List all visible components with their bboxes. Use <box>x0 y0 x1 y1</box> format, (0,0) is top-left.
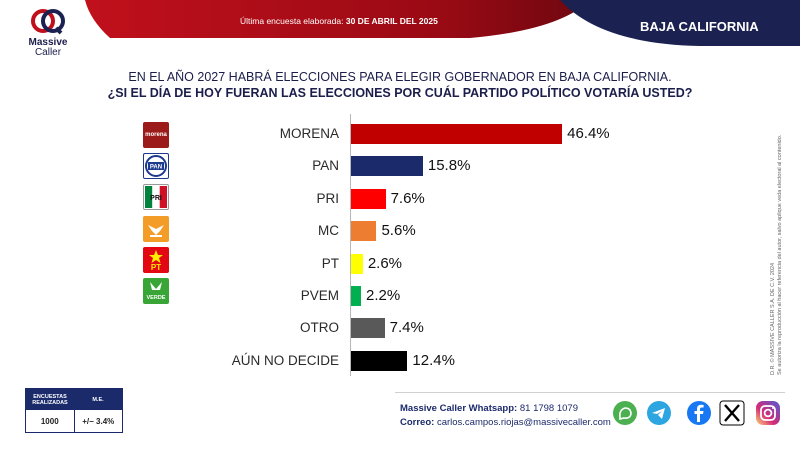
whatsapp-label: Massive Caller Whatsapp: <box>400 403 518 414</box>
bar-otro <box>351 318 385 339</box>
category-label-pri: PRI <box>316 190 339 206</box>
copyright-text: D.R. © MASSIVE CALLER S.A. DE C.V. 2024 … <box>770 95 784 375</box>
pan-logo: PAN <box>143 153 169 179</box>
footer-divider <box>395 392 785 393</box>
category-label-mc: MC <box>318 223 339 239</box>
instagram-icon[interactable] <box>754 399 782 427</box>
logo-sub-text: Caller <box>34 47 62 58</box>
value-label-pan: 15.8% <box>427 157 471 175</box>
region-title: BAJA CALIFORNIA <box>640 19 759 34</box>
bar-pt <box>351 253 363 274</box>
logo-brand-text: Massive <box>28 37 68 48</box>
pt-logo-text: PT <box>151 263 161 272</box>
category-label-pvem: PVEM <box>300 288 339 303</box>
bar-pvem <box>351 286 361 306</box>
sample-info-table: ENCUESTAS REALIZADAS M.E. 1000 +/− 3.4% <box>25 388 123 433</box>
whatsapp-icon[interactable] <box>611 399 639 427</box>
value-label-morena: 46.4% <box>567 125 610 142</box>
value-label-otro: 7.4% <box>389 319 424 337</box>
value-label-pvem: 2.2% <box>366 287 401 304</box>
chart-axis-line <box>350 114 351 376</box>
email-address[interactable]: carlos.campos.riojas@massivecaller.com <box>436 417 611 428</box>
margin-error-value: +/− 3.4% <box>82 416 115 426</box>
telegram-icon[interactable] <box>645 399 673 427</box>
value-label-a-n-no-decide: 12.4% <box>412 351 455 369</box>
value-label-mc: 5.6% <box>381 222 416 240</box>
header-band <box>85 0 800 46</box>
question-line-1: EN EL AÑO 2027 HABRÁ ELECCIONES PARA ELE… <box>128 70 672 84</box>
logo-mark-icon <box>31 9 65 35</box>
category-label-morena: MORENA <box>279 126 339 141</box>
bar-mc <box>351 221 377 242</box>
category-label-pt: PT <box>321 255 339 271</box>
massive-caller-logo: Massive Caller <box>18 6 78 62</box>
survey-date-value: 30 DE ABRIL DEL 2025 <box>345 16 438 26</box>
pan-logo-text: PAN <box>150 165 162 171</box>
copyright-note: D.R. © MASSIVE CALLER S.A. DE C.V. 2024 … <box>770 95 784 375</box>
pri-emblem-icon: PRI <box>145 186 167 208</box>
value-label-pt: 2.6% <box>367 254 403 272</box>
pt-emblem-icon: PT <box>149 250 163 272</box>
bar-pan <box>351 156 423 177</box>
pri-logo-text: PRI <box>150 195 162 202</box>
category-label-a-n-no-decide: AÚN NO DECIDE <box>231 352 339 368</box>
category-label-pan: PAN <box>312 158 339 174</box>
morena-logo: morena <box>143 122 169 148</box>
facebook-icon[interactable] <box>685 399 713 427</box>
bar-chart: morena PAN PRI PT VERDE MORENA <box>0 110 760 380</box>
category-label-otro: OTRO <box>300 320 339 336</box>
pri-logo: PRI <box>143 184 169 210</box>
value-label-pri: 7.6% <box>390 189 425 207</box>
margin-error-header: M.E. <box>92 396 104 403</box>
x-icon[interactable] <box>718 399 746 427</box>
pvem-emblem-icon: VERDE <box>147 282 166 301</box>
copyright-line-2: Se autoriza la reproducción al hacer ref… <box>777 134 783 375</box>
whatsapp-number[interactable]: 81 1798 1079 <box>519 403 578 414</box>
surveys-value: 1000 <box>26 410 75 432</box>
pan-emblem-icon: PAN <box>145 155 167 177</box>
mc-eagle-icon <box>148 225 164 237</box>
pt-logo: PT <box>143 247 169 273</box>
morena-logo-text: morena <box>145 132 167 138</box>
bar-a-n-no-decide <box>351 350 408 371</box>
question-line-2: ¿SI EL DÍA DE HOY FUERAN LAS ELECCIONES … <box>107 86 693 100</box>
copyright-line-1: D.R. © MASSIVE CALLER S.A. DE C.V. 2024 <box>770 262 776 375</box>
email-label: Correo: <box>400 417 435 428</box>
surveys-header: ENCUESTAS REALIZADAS <box>32 393 68 406</box>
bar-pri <box>351 188 386 209</box>
survey-date-prefix: Última encuesta elaborada: <box>240 16 344 26</box>
bar-morena <box>351 124 563 144</box>
pvem-logo-text: VERDE <box>147 295 166 301</box>
contact-info: Massive Caller Whatsapp: 81 1798 1079 Co… <box>400 402 611 430</box>
mc-logo <box>143 216 169 242</box>
survey-date: Última encuesta elaborada: 30 DE ABRIL D… <box>240 16 438 26</box>
pvem-logo: VERDE <box>143 278 169 304</box>
